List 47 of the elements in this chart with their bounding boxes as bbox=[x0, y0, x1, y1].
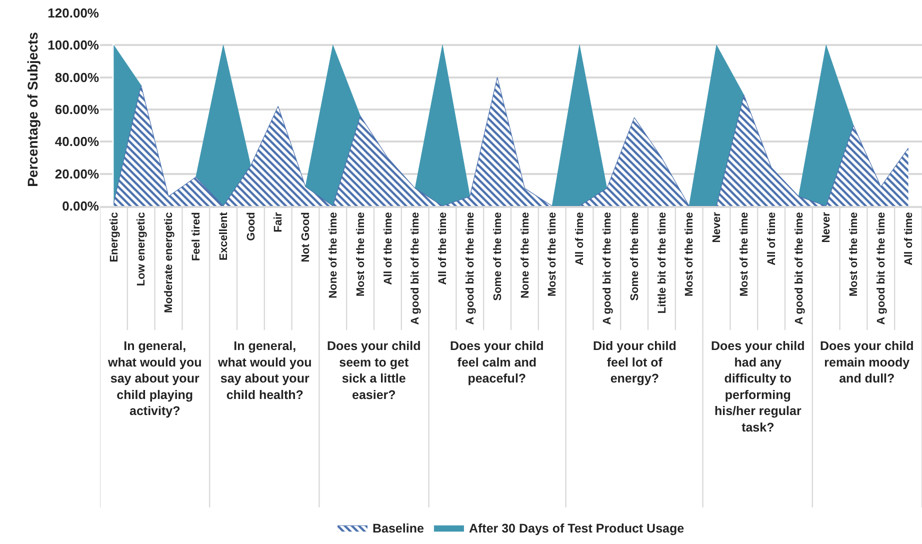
text: Does your child feel calm and peaceful? bbox=[450, 339, 544, 386]
text: Does your child remain moody and dull? bbox=[820, 339, 914, 386]
y-tick-label: 80.00% bbox=[54, 70, 100, 85]
x-tick-label: Never bbox=[820, 211, 833, 243]
text: In general, what would you say about your child health? bbox=[217, 339, 312, 402]
x-tick-label: Fair bbox=[272, 211, 285, 232]
x-tick-label: Most of the time bbox=[684, 212, 696, 296]
text: Does your child had any difficulty to performing his/her regular task? bbox=[711, 339, 805, 434]
y-tick-label: 120.00% bbox=[48, 6, 100, 21]
x-tick-label: Excellent bbox=[218, 212, 230, 260]
x-tick-label: Feel tired bbox=[190, 212, 202, 262]
x-tick-label: None of the time bbox=[327, 212, 340, 298]
y-tick-label: 60.00% bbox=[54, 102, 100, 118]
x-tick-label: All of the time bbox=[382, 212, 394, 285]
x-tick-label: All of the time bbox=[437, 212, 450, 285]
x-tick-label: A good bit of the time bbox=[464, 212, 476, 325]
x-tick-label: A good bit of the time bbox=[601, 212, 614, 325]
text: In general, what would you say about your child playing activity? bbox=[107, 339, 202, 418]
x-tick-label: All of time bbox=[902, 212, 915, 266]
x-tick-label: Not Good bbox=[300, 212, 312, 262]
legend-label: After 30 Days of Test Product Usage bbox=[468, 521, 684, 536]
x-tick-label: All of time bbox=[574, 212, 586, 266]
x-tick-label: Energetic bbox=[108, 212, 120, 262]
x-tick-label: All of time bbox=[766, 212, 778, 266]
x-tick-label: A good bit of the time bbox=[793, 212, 806, 325]
x-tick-label: Most of the time bbox=[546, 212, 559, 296]
x-tick-label: Good bbox=[245, 212, 258, 241]
x-tick-label: Most of the time bbox=[848, 212, 860, 296]
y-axis-title: Percentage of Subjects bbox=[24, 32, 40, 187]
legend-label: Baseline bbox=[372, 521, 424, 536]
text: Did your child feel lot of energy? bbox=[593, 339, 676, 386]
text: Does your child seem to get sick a little easier? bbox=[327, 339, 421, 402]
x-tick-label: Low energetic bbox=[136, 212, 148, 286]
x-tick-label: Most of the time bbox=[354, 212, 367, 296]
x-tick-label: None of the time bbox=[519, 212, 532, 298]
x-tick-label: Some of the time bbox=[628, 212, 641, 301]
x-tick-label: Never bbox=[711, 211, 724, 243]
x-tick-label: Little bit of the time bbox=[656, 212, 668, 314]
x-tick-label: A good bit of the time bbox=[410, 212, 422, 325]
x-tick-label: Most of the time bbox=[738, 212, 750, 296]
y-tick-label: 40.00% bbox=[54, 134, 100, 150]
y-tick-label: 100.00% bbox=[48, 38, 100, 53]
y-tick-label: 0.00% bbox=[62, 198, 100, 214]
x-tick-label: Some of the time bbox=[492, 212, 504, 301]
y-tick-label: 20.00% bbox=[54, 166, 100, 182]
x-tick-label: Moderate energetic bbox=[163, 212, 176, 314]
x-tick-label: A good bit of the time bbox=[875, 212, 888, 325]
